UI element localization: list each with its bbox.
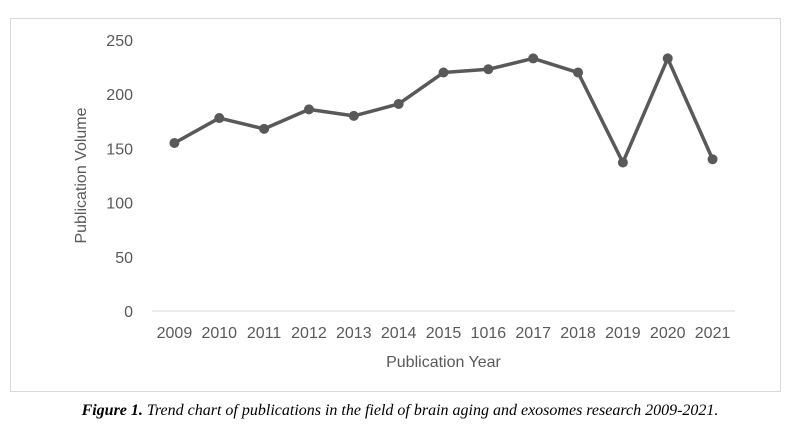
- y-tick-label: 150: [106, 141, 133, 158]
- figure-caption-text: Trend chart of publications in the field…: [142, 402, 719, 419]
- y-tick-label: 100: [106, 196, 133, 213]
- x-tick-label: 2011: [247, 325, 282, 342]
- data-point: [483, 64, 494, 75]
- x-tick-label: 2015: [426, 325, 462, 342]
- data-point: [617, 157, 628, 168]
- x-axis-ticks: 2009 2010 2011 2012 2013 2014 2015 1016 2017 2018…: [157, 325, 731, 342]
- y-tick-label: 200: [106, 87, 133, 104]
- x-tick-label: 2019: [605, 325, 641, 342]
- x-tick-label: 2017: [515, 325, 551, 342]
- data-point: [528, 53, 539, 64]
- series-markers: [169, 53, 718, 168]
- data-point: [573, 67, 584, 78]
- data-point: [169, 137, 180, 148]
- x-tick-label: 2021: [695, 325, 731, 342]
- data-point: [303, 104, 314, 115]
- y-tick-label: 0: [124, 304, 133, 321]
- x-tick-label: 2014: [381, 325, 417, 342]
- y-axis-ticks: 0 50 100 150 200 250: [106, 33, 133, 321]
- y-tick-label: 50: [115, 250, 133, 267]
- data-point: [393, 98, 404, 109]
- figure-caption: Figure 1. Trend chart of publications in…: [0, 402, 800, 420]
- data-point: [348, 110, 359, 121]
- data-point: [707, 154, 718, 165]
- x-axis-label: Publication Year: [386, 354, 501, 371]
- x-tick-label: 2009: [157, 325, 193, 342]
- x-tick-label: 2020: [650, 325, 686, 342]
- x-tick-label: 2012: [291, 325, 327, 342]
- data-point: [259, 123, 270, 134]
- figure-label: Figure 1.: [81, 402, 143, 419]
- data-point: [438, 67, 449, 78]
- y-tick-label: 250: [106, 33, 133, 50]
- data-point: [214, 113, 225, 124]
- x-tick-label: 1016: [471, 325, 507, 342]
- x-tick-label: 2018: [560, 325, 596, 342]
- x-tick-label: 2010: [201, 325, 237, 342]
- x-tick-label: 2013: [336, 325, 372, 342]
- y-axis-label: Publication Volume: [73, 107, 90, 243]
- chart-frame: [10, 18, 781, 392]
- data-point: [662, 53, 673, 64]
